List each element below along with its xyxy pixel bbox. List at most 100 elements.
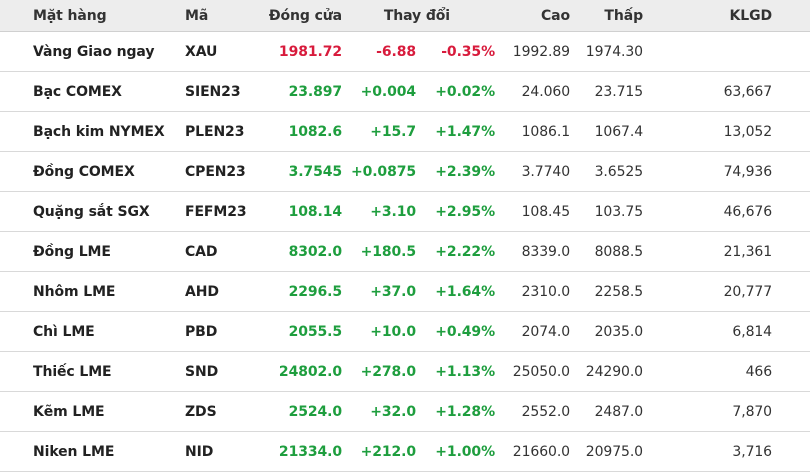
close-price: 23.897 bbox=[288, 83, 343, 100]
close-price: 21334.0 bbox=[278, 443, 342, 460]
commodity-name: Nhôm LME bbox=[33, 283, 116, 300]
percent-change: +1.00% bbox=[435, 443, 495, 460]
trade-volume: 20,777 bbox=[723, 283, 772, 300]
percent-change: +0.02% bbox=[435, 83, 495, 100]
high-price: 21660.0 bbox=[512, 443, 570, 460]
trade-volume: 6,814 bbox=[732, 323, 772, 340]
table-body: Vàng Giao ngay XAU 1981.72 -6.88 -0.35% 1992.… bbox=[0, 32, 810, 472]
commodity-code: FEFM23 bbox=[185, 203, 247, 220]
percent-change: +2.39% bbox=[435, 163, 495, 180]
trade-volume: 63,667 bbox=[723, 83, 772, 100]
header-name[interactable]: Mặt hàng bbox=[33, 7, 107, 24]
high-price: 8339.0 bbox=[521, 243, 570, 260]
commodity-code: AHD bbox=[185, 283, 219, 300]
high-price: 1086.1 bbox=[521, 123, 570, 140]
price-change: +3.10 bbox=[370, 203, 416, 220]
low-price: 2035.0 bbox=[594, 323, 643, 340]
trade-volume: 7,870 bbox=[732, 403, 772, 420]
table-row[interactable]: Quặng sắt SGX FEFM23 108.14 +3.10 +2.95% 108.… bbox=[0, 192, 810, 232]
table-row[interactable]: Chì LME PBD 2055.5 +10.0 +0.49% 2074.0 2035.0 6… bbox=[0, 312, 810, 352]
close-price: 108.14 bbox=[288, 203, 343, 220]
table-row[interactable]: Nhôm LME AHD 2296.5 +37.0 +1.64% 2310.0 2258.5… bbox=[0, 272, 810, 312]
header-change[interactable]: Thay đổi bbox=[383, 7, 450, 24]
price-change: +180.5 bbox=[360, 243, 417, 260]
percent-change: -0.35% bbox=[441, 43, 495, 60]
close-price: 24802.0 bbox=[278, 363, 342, 380]
close-price: 2296.5 bbox=[288, 283, 343, 300]
commodity-code: XAU bbox=[185, 43, 218, 60]
trade-volume: 466 bbox=[745, 363, 773, 380]
percent-change: +1.47% bbox=[435, 123, 495, 140]
low-price: 3.6525 bbox=[594, 163, 643, 180]
commodity-name: Bạch kim NYMEX bbox=[33, 123, 165, 140]
commodity-name: Quặng sắt SGX bbox=[33, 203, 150, 220]
price-change: +212.0 bbox=[360, 443, 417, 460]
price-change: +0.0875 bbox=[350, 163, 416, 180]
high-price: 108.45 bbox=[521, 203, 570, 220]
price-change: +32.0 bbox=[370, 403, 416, 420]
commodity-name: Đồng COMEX bbox=[33, 163, 135, 180]
commodity-name: Niken LME bbox=[33, 443, 115, 460]
commodity-name: Chì LME bbox=[33, 323, 95, 340]
commodity-name: Bạc COMEX bbox=[33, 83, 122, 100]
price-change: +37.0 bbox=[370, 283, 416, 300]
percent-change: +2.22% bbox=[435, 243, 495, 260]
high-price: 2310.0 bbox=[521, 283, 570, 300]
percent-change: +2.95% bbox=[435, 203, 495, 220]
high-price: 1992.89 bbox=[512, 43, 570, 60]
low-price: 1067.4 bbox=[594, 123, 643, 140]
price-change: +15.7 bbox=[370, 123, 416, 140]
close-price: 2055.5 bbox=[288, 323, 343, 340]
commodity-code: CPEN23 bbox=[185, 163, 246, 180]
close-price: 1082.6 bbox=[288, 123, 343, 140]
header-low[interactable]: Thấp bbox=[604, 7, 643, 24]
table-row[interactable]: Niken LME NID 21334.0 +212.0 +1.00% 21660.0 20… bbox=[0, 432, 810, 472]
table-row[interactable]: Đồng COMEX CPEN23 3.7545 +0.0875 +2.39% 3.774… bbox=[0, 152, 810, 192]
table-row[interactable]: Kẽm LME ZDS 2524.0 +32.0 +1.28% 2552.0 2487.0 7… bbox=[0, 392, 810, 432]
commodity-code: CAD bbox=[185, 243, 218, 260]
trade-volume: 13,052 bbox=[723, 123, 772, 140]
percent-change: +1.28% bbox=[435, 403, 495, 420]
commodity-name: Kẽm LME bbox=[33, 403, 105, 420]
table-row[interactable]: Bạc COMEX SIEN23 23.897 +0.004 +0.02% 24.060 2… bbox=[0, 72, 810, 112]
trade-volume: 74,936 bbox=[723, 163, 772, 180]
commodity-code: PBD bbox=[185, 323, 218, 340]
commodity-code: SND bbox=[185, 363, 219, 380]
price-change: +10.0 bbox=[370, 323, 416, 340]
percent-change: +0.49% bbox=[435, 323, 495, 340]
commodity-name: Đồng LME bbox=[33, 243, 111, 260]
header-volume[interactable]: KLGD bbox=[729, 7, 773, 24]
table-row[interactable]: Vàng Giao ngay XAU 1981.72 -6.88 -0.35% 1992.… bbox=[0, 32, 810, 72]
trade-volume: 21,361 bbox=[723, 243, 772, 260]
close-price: 1981.72 bbox=[278, 43, 342, 60]
high-price: 25050.0 bbox=[512, 363, 570, 380]
commodity-code: NID bbox=[185, 443, 214, 460]
header-close[interactable]: Đóng cửa bbox=[268, 7, 342, 24]
table-row[interactable]: Đồng LME CAD 8302.0 +180.5 +2.22% 8339.0 8088.… bbox=[0, 232, 810, 272]
percent-change: +1.13% bbox=[435, 363, 495, 380]
close-price: 3.7545 bbox=[288, 163, 343, 180]
price-change: -6.88 bbox=[376, 43, 416, 60]
low-price: 1974.30 bbox=[585, 43, 643, 60]
low-price: 23.715 bbox=[594, 83, 643, 100]
close-price: 8302.0 bbox=[288, 243, 343, 260]
price-change: +0.004 bbox=[360, 83, 417, 100]
table-row[interactable]: Bạch kim NYMEX PLEN23 1082.6 +15.7 +1.47% 108… bbox=[0, 112, 810, 152]
low-price: 24290.0 bbox=[585, 363, 643, 380]
low-price: 103.75 bbox=[594, 203, 643, 220]
trade-volume: 3,716 bbox=[732, 443, 772, 460]
commodity-code: PLEN23 bbox=[185, 123, 245, 140]
high-price: 3.7740 bbox=[521, 163, 570, 180]
header-code[interactable]: Mã bbox=[185, 7, 209, 24]
table-row[interactable]: Thiếc LME SND 24802.0 +278.0 +1.13% 25050.0 24… bbox=[0, 352, 810, 392]
low-price: 20975.0 bbox=[585, 443, 643, 460]
commodity-code: ZDS bbox=[185, 403, 217, 420]
low-price: 8088.5 bbox=[594, 243, 643, 260]
low-price: 2487.0 bbox=[594, 403, 643, 420]
header-high[interactable]: Cao bbox=[540, 7, 570, 24]
commodity-name: Vàng Giao ngay bbox=[33, 43, 155, 60]
high-price: 2074.0 bbox=[521, 323, 570, 340]
percent-change: +1.64% bbox=[435, 283, 495, 300]
commodity-name: Thiếc LME bbox=[33, 363, 112, 380]
